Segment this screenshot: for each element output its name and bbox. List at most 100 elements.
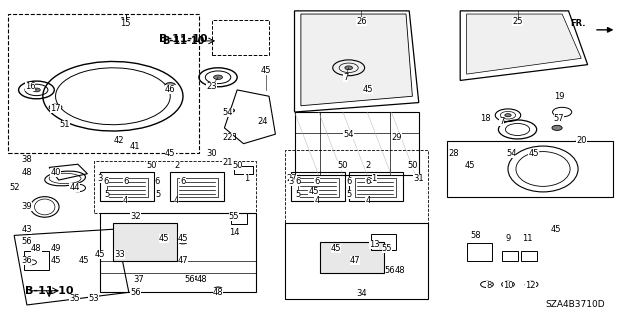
Text: 56: 56 xyxy=(385,266,396,275)
Text: 27: 27 xyxy=(286,174,296,183)
Text: 22: 22 xyxy=(222,133,233,142)
Text: 43: 43 xyxy=(22,225,32,234)
Text: 48: 48 xyxy=(394,266,405,275)
Text: 45: 45 xyxy=(51,256,61,265)
Text: SZA4B3710D: SZA4B3710D xyxy=(545,300,605,309)
Circle shape xyxy=(576,138,586,143)
Text: 39: 39 xyxy=(22,203,32,211)
Bar xyxy=(371,234,396,250)
Text: 6: 6 xyxy=(155,177,160,186)
Text: 45: 45 xyxy=(331,243,341,253)
Text: 50: 50 xyxy=(232,161,243,170)
Text: 3: 3 xyxy=(289,177,294,186)
Text: 21: 21 xyxy=(222,158,233,167)
Text: 29: 29 xyxy=(391,133,402,142)
Text: 37: 37 xyxy=(133,275,144,284)
Text: 30: 30 xyxy=(206,149,217,158)
Text: FR.: FR. xyxy=(570,19,586,28)
Text: 6: 6 xyxy=(123,177,129,186)
Text: B-11-10: B-11-10 xyxy=(25,286,74,296)
Text: 45: 45 xyxy=(178,234,188,243)
Polygon shape xyxy=(467,14,581,74)
Circle shape xyxy=(214,287,223,291)
Text: 46: 46 xyxy=(165,85,175,94)
Text: 40: 40 xyxy=(51,168,61,177)
Bar xyxy=(298,178,339,197)
Circle shape xyxy=(214,75,223,79)
Text: 6: 6 xyxy=(104,177,109,186)
Text: 44: 44 xyxy=(69,183,80,192)
Text: 6: 6 xyxy=(295,177,300,186)
Text: 56: 56 xyxy=(22,237,32,246)
Text: 1: 1 xyxy=(244,174,250,183)
Text: 45: 45 xyxy=(550,225,561,234)
Bar xyxy=(113,223,177,261)
Text: 45: 45 xyxy=(79,256,90,265)
Text: 8: 8 xyxy=(486,281,492,291)
Bar xyxy=(94,161,256,213)
Text: 17: 17 xyxy=(51,104,61,113)
Text: 53: 53 xyxy=(88,294,99,303)
Text: 47: 47 xyxy=(178,256,188,265)
Bar xyxy=(231,213,246,224)
Circle shape xyxy=(505,114,511,117)
Text: 34: 34 xyxy=(356,289,367,298)
Text: 52: 52 xyxy=(9,183,19,192)
Text: 20: 20 xyxy=(576,136,586,145)
Text: 55: 55 xyxy=(228,212,239,221)
Circle shape xyxy=(195,276,204,280)
Text: 36: 36 xyxy=(22,256,32,265)
Text: 3: 3 xyxy=(97,174,103,183)
Text: 45: 45 xyxy=(95,250,106,259)
Text: 45: 45 xyxy=(165,149,175,158)
Text: 5: 5 xyxy=(155,190,160,199)
Text: 50: 50 xyxy=(407,161,418,170)
Bar xyxy=(291,172,346,201)
Text: 7: 7 xyxy=(343,73,348,82)
Text: 9: 9 xyxy=(506,234,511,243)
Text: 42: 42 xyxy=(114,136,125,145)
Circle shape xyxy=(552,125,562,130)
Bar xyxy=(8,14,199,153)
Text: 6: 6 xyxy=(365,177,371,186)
Text: 38: 38 xyxy=(22,155,32,164)
Bar xyxy=(100,172,154,201)
Text: B-11-10: B-11-10 xyxy=(162,36,204,46)
Bar xyxy=(355,178,396,197)
Text: 45: 45 xyxy=(260,66,271,76)
Circle shape xyxy=(179,240,188,244)
Circle shape xyxy=(33,88,40,92)
Text: 54: 54 xyxy=(222,108,233,116)
Circle shape xyxy=(345,66,353,70)
Text: 10: 10 xyxy=(503,281,513,291)
Text: 4: 4 xyxy=(123,196,128,205)
Bar xyxy=(234,166,253,174)
Text: 15: 15 xyxy=(120,17,132,27)
Text: 48: 48 xyxy=(31,243,42,253)
Text: 4: 4 xyxy=(314,196,319,205)
Bar xyxy=(177,178,218,197)
Text: 19: 19 xyxy=(554,92,564,101)
Text: 45: 45 xyxy=(159,234,169,243)
Text: 50: 50 xyxy=(337,161,348,170)
Text: 45: 45 xyxy=(362,85,373,94)
Text: 4: 4 xyxy=(174,196,179,205)
Text: 5: 5 xyxy=(295,190,300,199)
Text: 48: 48 xyxy=(22,168,32,177)
Text: 15: 15 xyxy=(120,19,131,28)
Text: 1: 1 xyxy=(372,174,377,183)
Text: 32: 32 xyxy=(130,212,141,221)
Text: B-11-10: B-11-10 xyxy=(159,34,207,44)
Text: 54: 54 xyxy=(344,130,354,139)
Text: 45: 45 xyxy=(528,149,539,158)
Text: 2: 2 xyxy=(365,161,371,170)
Text: 49: 49 xyxy=(51,243,61,253)
Text: 47: 47 xyxy=(349,256,360,265)
Text: 12: 12 xyxy=(525,281,536,291)
Text: 28: 28 xyxy=(449,149,459,158)
Text: 11: 11 xyxy=(522,234,532,243)
Bar xyxy=(467,243,492,261)
Text: 51: 51 xyxy=(60,120,70,129)
Text: 41: 41 xyxy=(130,142,140,151)
Bar xyxy=(24,251,49,270)
